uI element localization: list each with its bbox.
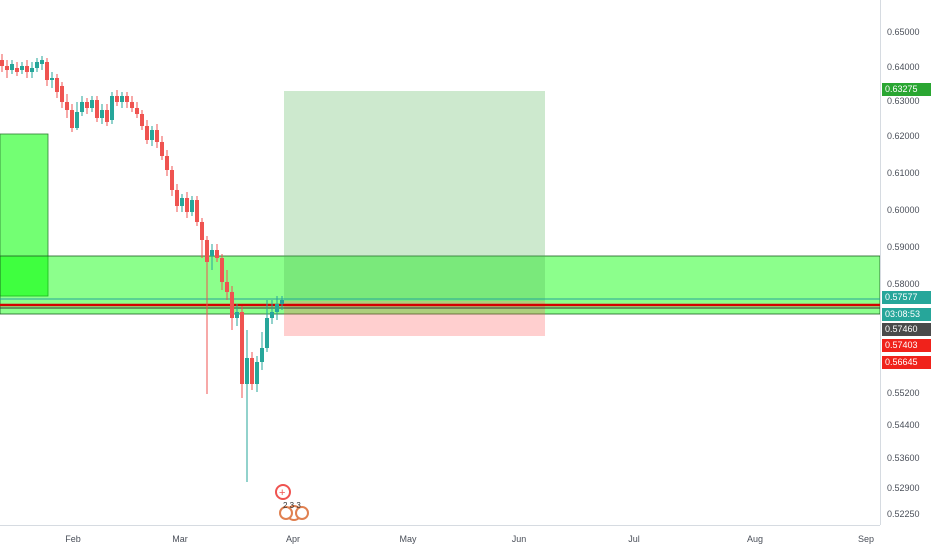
time-axis[interactable]: Feb Mar Apr May Jun Jul Aug Sep — [0, 525, 880, 551]
candle-body — [20, 66, 24, 70]
candle-body — [250, 358, 254, 384]
position-stop-zone — [284, 301, 545, 336]
candle-body — [110, 96, 114, 120]
candle-body — [50, 78, 54, 80]
candle-body — [135, 108, 139, 114]
candle-body — [205, 240, 209, 262]
candle-body — [55, 78, 59, 92]
candle-body — [245, 358, 249, 384]
candle-body — [190, 200, 194, 212]
event-marker-icon — [279, 506, 293, 520]
candle-body — [230, 292, 234, 318]
candle-body — [265, 318, 269, 348]
candle-body — [185, 198, 189, 212]
candle-body — [150, 130, 154, 140]
candle-body — [175, 190, 179, 206]
candle-body — [125, 96, 129, 102]
candle-body — [40, 60, 44, 64]
candle-body — [100, 110, 104, 118]
price-axis[interactable]: 0.65000 0.64000 0.63000 0.62000 0.61000 0.600… — [880, 0, 932, 525]
candle-body — [30, 68, 34, 72]
candle-body — [145, 126, 149, 140]
price-tag: 03:08:53 — [882, 308, 931, 321]
price-tick-label: 0.52250 — [887, 509, 920, 519]
candle-body — [70, 110, 74, 128]
candle-body — [260, 348, 264, 362]
candle-body — [275, 304, 279, 312]
candle-body — [155, 130, 159, 142]
candle-body — [225, 282, 229, 292]
demand-zone-left — [0, 133, 49, 297]
price-tag: 0.57460 — [882, 323, 931, 336]
time-label: Sep — [857, 534, 875, 544]
time-label: Apr — [285, 534, 301, 544]
candle-body — [170, 170, 174, 190]
candle-body — [130, 102, 134, 108]
candle-body — [210, 250, 214, 256]
price-tick-label: 0.60000 — [887, 205, 920, 215]
candlestick-chart[interactable]: +2 3 3 — [0, 0, 880, 525]
price-tick-label: 0.52900 — [887, 483, 920, 493]
candle-body — [75, 112, 79, 128]
position-target-zone — [284, 91, 545, 301]
candle-body — [90, 100, 94, 108]
price-tick-label: 0.62000 — [887, 131, 920, 141]
candle-body — [115, 96, 119, 102]
candle-body — [85, 102, 89, 108]
candle-body — [60, 86, 64, 102]
candle-body — [215, 250, 219, 258]
candle-body — [35, 62, 39, 68]
price-tick-label: 0.53600 — [887, 453, 920, 463]
candle-body — [105, 110, 109, 122]
time-label: Aug — [746, 534, 764, 544]
candle-body — [65, 102, 69, 110]
candle-body — [165, 156, 169, 170]
price-tick-label: 0.65000 — [887, 27, 920, 37]
candle-body — [0, 60, 4, 66]
candle-body — [240, 312, 244, 384]
event-marker-glyph: + — [279, 487, 285, 499]
event-marker-icon — [295, 506, 309, 520]
time-label: Mar — [172, 534, 188, 544]
price-tick-label: 0.64000 — [887, 62, 920, 72]
event-count-label: 2 3 3 — [283, 501, 301, 510]
candle-body — [10, 64, 14, 70]
price-tag: 0.63275 — [882, 83, 931, 96]
candle-body — [220, 258, 224, 282]
candle-body — [195, 200, 199, 222]
candle-body — [45, 62, 49, 80]
event-marker-icon — [275, 484, 291, 500]
candle-body — [80, 102, 84, 112]
price-tick-label: 0.55200 — [887, 388, 920, 398]
candle-body — [95, 100, 99, 118]
time-label: Jul — [628, 534, 640, 544]
candle-body — [25, 66, 29, 72]
candle-body — [280, 300, 284, 304]
candle-body — [120, 96, 124, 102]
price-tick-label: 0.58000 — [887, 279, 920, 289]
candle-body — [5, 66, 9, 70]
candle-body — [255, 362, 259, 384]
candle-body — [235, 312, 239, 318]
candle-body — [200, 222, 204, 240]
time-label: Feb — [65, 534, 81, 544]
price-tag: 0.56645 — [882, 356, 931, 369]
price-tick-label: 0.59000 — [887, 242, 920, 252]
time-label: Jun — [511, 534, 527, 544]
candle-body — [270, 312, 274, 318]
candle-body — [15, 68, 19, 72]
candle-body — [180, 198, 184, 206]
chart-area[interactable]: +2 3 3 — [0, 0, 880, 525]
candle-body — [160, 142, 164, 156]
price-tick-label: 0.63000 — [887, 96, 920, 106]
price-tag: 0.57403 — [882, 339, 931, 352]
price-tick-label: 0.61000 — [887, 168, 920, 178]
candle-body — [140, 114, 144, 126]
price-tag: 0.57577 — [882, 291, 931, 304]
time-label: May — [399, 534, 417, 544]
price-tick-label: 0.54400 — [887, 420, 920, 430]
